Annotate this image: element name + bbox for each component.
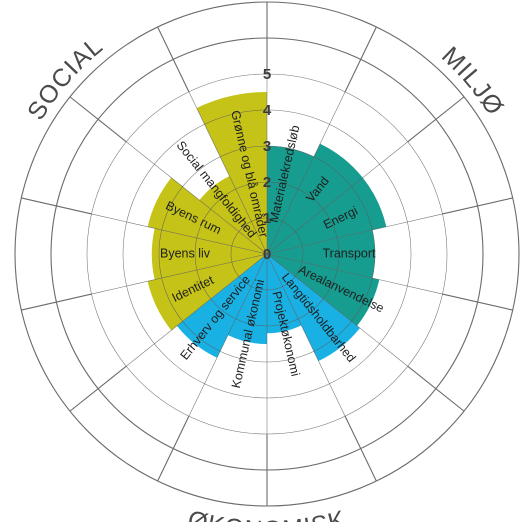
inner-spoke — [188, 91, 268, 255]
segment-bar — [227, 254, 267, 344]
scale-number: 4 — [263, 102, 272, 119]
segment-bar — [267, 177, 387, 254]
outer-spoke — [21, 293, 92, 311]
segment-bar — [267, 254, 302, 334]
inner-spoke — [188, 253, 268, 417]
scale-number: 1 — [263, 210, 271, 227]
segment-bar — [267, 229, 375, 279]
segment-bar — [196, 92, 267, 254]
group-label: ØKONOMISK — [185, 505, 349, 522]
scale-number: 5 — [263, 66, 271, 83]
inner-spoke — [126, 141, 268, 255]
scale-number: 0 — [263, 246, 271, 263]
segment-fills — [147, 92, 387, 362]
outer-spoke — [21, 197, 92, 215]
inner-spoke — [266, 141, 408, 255]
segment-bar — [147, 177, 267, 254]
inner-spoke — [91, 213, 268, 255]
segment-bar — [267, 143, 363, 254]
scale-axis: 0 1 2 3 4 5 — [263, 66, 272, 263]
outer-spoke — [344, 26, 377, 93]
scale-number: 2 — [263, 174, 271, 191]
segment-bar — [267, 254, 360, 362]
outer-spoke — [407, 96, 465, 143]
inner-spoke — [126, 253, 268, 367]
outer-spoke — [407, 365, 465, 412]
inner-spoke — [266, 253, 443, 295]
outer-spoke — [69, 365, 127, 412]
outer-spoke — [157, 415, 190, 482]
scale-number: 3 — [263, 138, 271, 155]
group-label: SOCIAL — [22, 31, 108, 125]
inner-spoke — [266, 253, 346, 417]
inner-spoke — [266, 91, 346, 255]
outer-spoke — [442, 197, 513, 215]
wheel-grid — [14, 1, 520, 507]
outer-spoke — [442, 293, 513, 311]
segment-label: Transport — [322, 246, 376, 260]
inner-spoke — [91, 253, 268, 295]
segment-bar — [151, 228, 267, 280]
outer-spoke — [69, 96, 127, 143]
segment-label: Byens liv — [160, 246, 211, 260]
segment-bar — [176, 254, 267, 358]
segment-bar — [199, 176, 267, 254]
outer-spoke — [157, 26, 190, 93]
inner-spoke — [266, 213, 443, 255]
segment-bar — [147, 254, 267, 331]
segment-bar — [267, 254, 380, 326]
segment-bar — [267, 146, 314, 254]
outer-spoke — [344, 415, 377, 482]
inner-spoke — [266, 253, 408, 367]
